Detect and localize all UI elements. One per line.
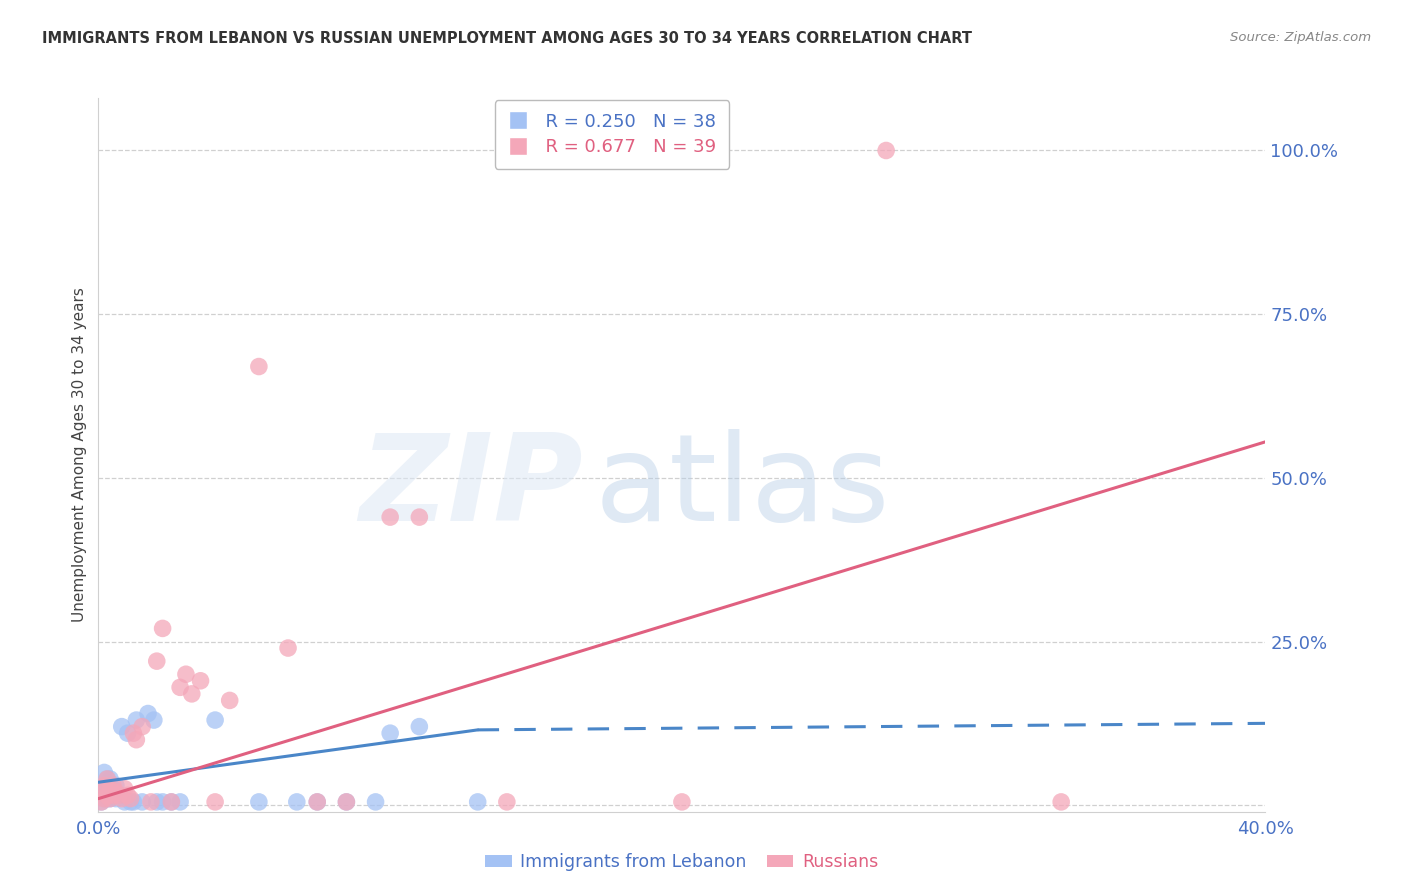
Point bbox=[204, 713, 226, 727]
Point bbox=[104, 785, 127, 799]
Point bbox=[169, 681, 191, 695]
Point bbox=[495, 795, 517, 809]
Point bbox=[122, 795, 145, 809]
Point bbox=[101, 789, 124, 803]
Point bbox=[108, 789, 131, 803]
Point bbox=[875, 144, 897, 158]
Point bbox=[120, 791, 142, 805]
Point bbox=[104, 779, 127, 793]
Point bbox=[218, 693, 240, 707]
Point bbox=[122, 726, 145, 740]
Point bbox=[93, 779, 115, 793]
Y-axis label: Unemployment Among Ages 30 to 34 years: Unemployment Among Ages 30 to 34 years bbox=[72, 287, 87, 623]
Point bbox=[101, 789, 124, 803]
Point bbox=[120, 795, 142, 809]
Legend: Immigrants from Lebanon, Russians: Immigrants from Lebanon, Russians bbox=[478, 847, 886, 878]
Point bbox=[108, 789, 131, 803]
Point bbox=[96, 789, 118, 803]
Point bbox=[146, 795, 169, 809]
Point bbox=[98, 781, 121, 796]
Point bbox=[247, 795, 270, 809]
Point bbox=[93, 791, 115, 805]
Point bbox=[96, 791, 118, 805]
Text: atlas: atlas bbox=[595, 428, 890, 546]
Point bbox=[307, 795, 329, 809]
Point bbox=[136, 706, 159, 721]
Point bbox=[335, 795, 357, 809]
Point bbox=[98, 791, 121, 805]
Point bbox=[1050, 795, 1073, 809]
Point bbox=[98, 791, 121, 805]
Point bbox=[114, 795, 136, 809]
Point bbox=[139, 795, 162, 809]
Point bbox=[378, 726, 402, 740]
Point bbox=[93, 765, 115, 780]
Text: ZIP: ZIP bbox=[359, 428, 582, 546]
Point bbox=[90, 785, 112, 799]
Point bbox=[101, 779, 124, 793]
Point bbox=[98, 772, 121, 786]
Point bbox=[93, 779, 115, 793]
Text: Source: ZipAtlas.com: Source: ZipAtlas.com bbox=[1230, 31, 1371, 45]
Point bbox=[204, 795, 226, 809]
Point bbox=[180, 687, 202, 701]
Point bbox=[142, 713, 165, 727]
Point bbox=[90, 795, 112, 809]
Point bbox=[125, 713, 148, 727]
Point bbox=[277, 641, 299, 656]
Point bbox=[96, 785, 118, 799]
Point bbox=[111, 791, 134, 805]
Text: IMMIGRANTS FROM LEBANON VS RUSSIAN UNEMPLOYMENT AMONG AGES 30 TO 34 YEARS CORREL: IMMIGRANTS FROM LEBANON VS RUSSIAN UNEMP… bbox=[42, 31, 972, 46]
Point bbox=[98, 785, 121, 799]
Point bbox=[378, 510, 402, 524]
Point bbox=[131, 795, 153, 809]
Point bbox=[104, 791, 127, 805]
Point bbox=[117, 726, 139, 740]
Point bbox=[364, 795, 387, 809]
Point bbox=[125, 732, 148, 747]
Point bbox=[96, 772, 118, 786]
Point bbox=[408, 510, 430, 524]
Point bbox=[131, 720, 153, 734]
Point bbox=[152, 621, 174, 635]
Point bbox=[101, 781, 124, 796]
Point bbox=[190, 673, 212, 688]
Point bbox=[160, 795, 183, 809]
Point bbox=[408, 720, 430, 734]
Point bbox=[111, 720, 134, 734]
Point bbox=[146, 654, 169, 668]
Point bbox=[160, 795, 183, 809]
Point bbox=[467, 795, 489, 809]
Point bbox=[247, 359, 270, 374]
Point bbox=[335, 795, 357, 809]
Point bbox=[285, 795, 308, 809]
Point bbox=[174, 667, 197, 681]
Point bbox=[93, 791, 115, 805]
Point bbox=[90, 785, 112, 799]
Point bbox=[671, 795, 693, 809]
Point bbox=[152, 795, 174, 809]
Point bbox=[114, 781, 136, 796]
Point bbox=[117, 789, 139, 803]
Point bbox=[96, 772, 118, 786]
Point bbox=[307, 795, 329, 809]
Point bbox=[90, 795, 112, 809]
Point bbox=[169, 795, 191, 809]
